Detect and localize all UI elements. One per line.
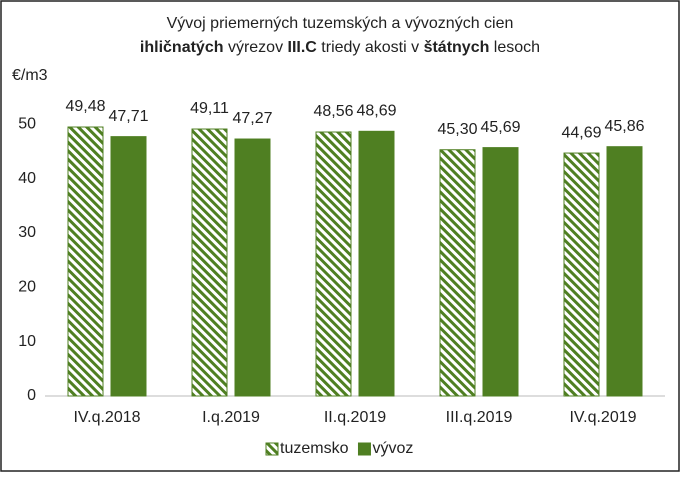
data-label: 48,56 (313, 103, 353, 120)
title-segment: ihličnatých (140, 39, 224, 56)
y-tick-label: 50 (18, 115, 36, 132)
bar (191, 128, 228, 397)
title-segment: výrezov (224, 39, 288, 56)
data-label: 47,71 (108, 108, 148, 125)
data-label: 48,69 (356, 103, 396, 120)
legend: tuzemsko vývoz (265, 440, 413, 457)
x-tick-label: I.q.2019 (202, 409, 260, 426)
chart-title: Vývoj priemerných tuzemských a vývozných… (167, 15, 514, 32)
data-label: 47,27 (232, 110, 272, 127)
legend-label: vývoz (372, 440, 413, 457)
title-segment: Vývoj priemerných tuzemských a vývozných… (167, 15, 514, 32)
x-tick-label: IV.q.2018 (73, 409, 140, 426)
bar (67, 126, 104, 397)
bar (439, 149, 476, 397)
legend-swatch (357, 442, 371, 456)
chart-title: ihličnatých výrezov III.C triedy akosti … (140, 39, 540, 56)
x-tick-label: III.q.2019 (446, 409, 513, 426)
y-tick-label: 20 (18, 278, 36, 295)
title-segment: štátnych (424, 39, 490, 56)
data-label: 45,86 (604, 118, 644, 135)
title-segment: triedy akosti v (317, 39, 424, 56)
bar (110, 136, 147, 397)
data-label: 49,48 (65, 98, 105, 115)
bar (358, 130, 395, 397)
legend-swatch (265, 442, 279, 456)
data-label: 49,11 (190, 100, 229, 117)
bar (482, 147, 519, 397)
data-label: 44,69 (561, 124, 601, 141)
y-tick-label: 30 (18, 224, 36, 241)
bar (234, 138, 271, 397)
x-tick-label: II.q.2019 (324, 409, 386, 426)
x-tick-label: IV.q.2019 (569, 409, 636, 426)
bar (606, 146, 643, 397)
bar (315, 131, 352, 397)
title-segment: III.C (288, 39, 318, 56)
data-label: 45,30 (437, 121, 477, 138)
bar (563, 152, 600, 397)
y-tick-label: 0 (27, 387, 36, 404)
legend-label: tuzemsko (280, 440, 349, 457)
y-axis-label: €/m3 (12, 67, 48, 84)
y-tick-label: 10 (18, 333, 36, 350)
y-tick-label: 40 (18, 170, 36, 187)
data-label: 45,69 (480, 119, 520, 136)
title-segment: lesoch (489, 39, 540, 56)
